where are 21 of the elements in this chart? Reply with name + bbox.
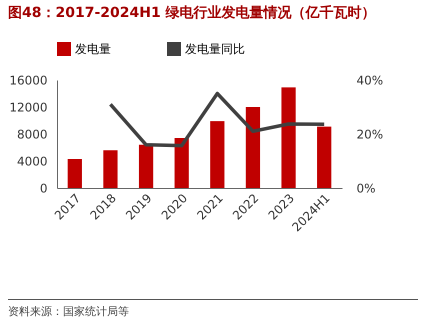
bar xyxy=(246,107,260,188)
y2-tick-label: 20% xyxy=(356,128,384,142)
y-tick-label: 8000 xyxy=(16,128,48,142)
bar xyxy=(210,121,224,188)
y-tick-label: 12000 xyxy=(9,100,48,114)
bar xyxy=(174,138,189,188)
y-tick-label: 0 xyxy=(40,182,48,196)
chart-title: 图48：2017-2024H1 绿电行业发电量情况（亿千瓦时） xyxy=(7,4,377,22)
bar xyxy=(317,126,332,188)
bar xyxy=(281,87,296,188)
legend-label: 发电量同比 xyxy=(185,42,245,56)
y-tick-label: 4000 xyxy=(16,154,48,168)
text: 资料来源：国家统计局等 xyxy=(8,299,418,319)
bar xyxy=(68,158,82,188)
y2-tick-label: 40% xyxy=(356,74,384,88)
bar xyxy=(103,150,118,188)
y-tick-label: 16000 xyxy=(9,74,48,88)
bar xyxy=(138,144,154,188)
legend-label: 发电量 xyxy=(75,42,111,56)
line-series xyxy=(108,92,326,148)
y2-tick-label: 0% xyxy=(356,182,376,196)
